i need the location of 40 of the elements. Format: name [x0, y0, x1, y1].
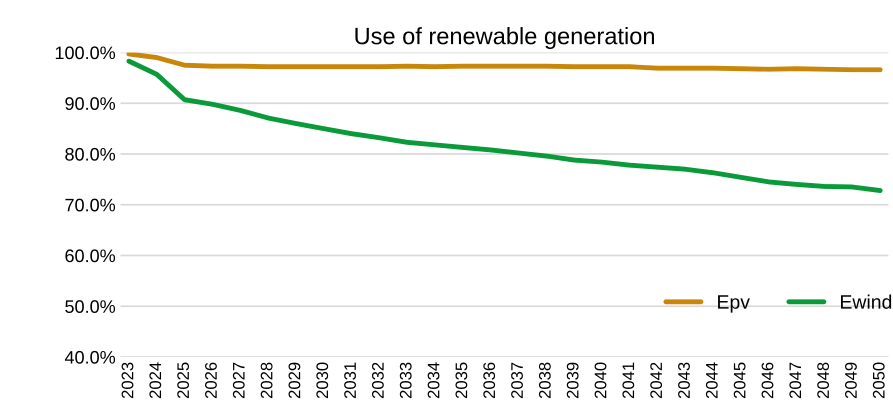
- x-tick-label: 2043: [678, 362, 690, 398]
- x-tick-label: 2032: [372, 362, 384, 398]
- x-tick-label: 2026: [205, 362, 217, 398]
- x-tick-label: 2034: [428, 362, 440, 398]
- y-tick-label: 60.0%: [65, 249, 116, 262]
- x-tick-label: 2050: [872, 362, 885, 398]
- x-tick-label: 2029: [288, 362, 300, 398]
- y-tick-label: 50.0%: [65, 300, 116, 313]
- y-tick-label: 70.0%: [65, 198, 116, 212]
- x-tick-label: 2028: [260, 362, 273, 398]
- line-series: [126, 58, 883, 193]
- x-tick-label: 2030: [316, 362, 328, 398]
- x-tick-label: 2037: [511, 362, 523, 398]
- legend-label: Ewind: [841, 294, 892, 309]
- x-tick-label: 2042: [650, 362, 662, 398]
- y-tick-label: 90.0%: [65, 97, 116, 110]
- x-tick-label: 2036: [483, 362, 496, 398]
- y-tick-label: 80.0%: [65, 148, 116, 161]
- x-tick-label: 2033: [400, 362, 412, 398]
- x-tick-label: 2048: [817, 362, 830, 398]
- x-tick-label: 2024: [149, 362, 162, 398]
- x-tick-label: 2035: [455, 362, 468, 398]
- x-tick-label: 2027: [232, 362, 245, 398]
- x-tick-label: 2044: [706, 362, 718, 398]
- chart-title: Use of renewable generation: [355, 27, 654, 50]
- x-tick-label: 2023: [122, 362, 134, 398]
- x-tick-label: 2038: [538, 362, 551, 398]
- x-tick-label: 2040: [594, 362, 606, 398]
- x-tick-label: 2047: [789, 362, 802, 398]
- legend-label: Epv: [718, 295, 750, 313]
- y-tick-label: 100.0%: [56, 46, 116, 60]
- x-tick-label: 2039: [566, 362, 579, 398]
- x-tick-label: 2041: [622, 362, 634, 398]
- x-tick-label: 2046: [762, 362, 774, 398]
- x-tick-label: 2025: [177, 362, 190, 398]
- y-tick-label: 40.0%: [64, 350, 116, 364]
- line-series: [126, 52, 883, 72]
- x-tick-label: 2031: [344, 362, 356, 398]
- x-tick-label: 2045: [734, 362, 746, 398]
- x-tick-label: 2049: [845, 362, 857, 398]
